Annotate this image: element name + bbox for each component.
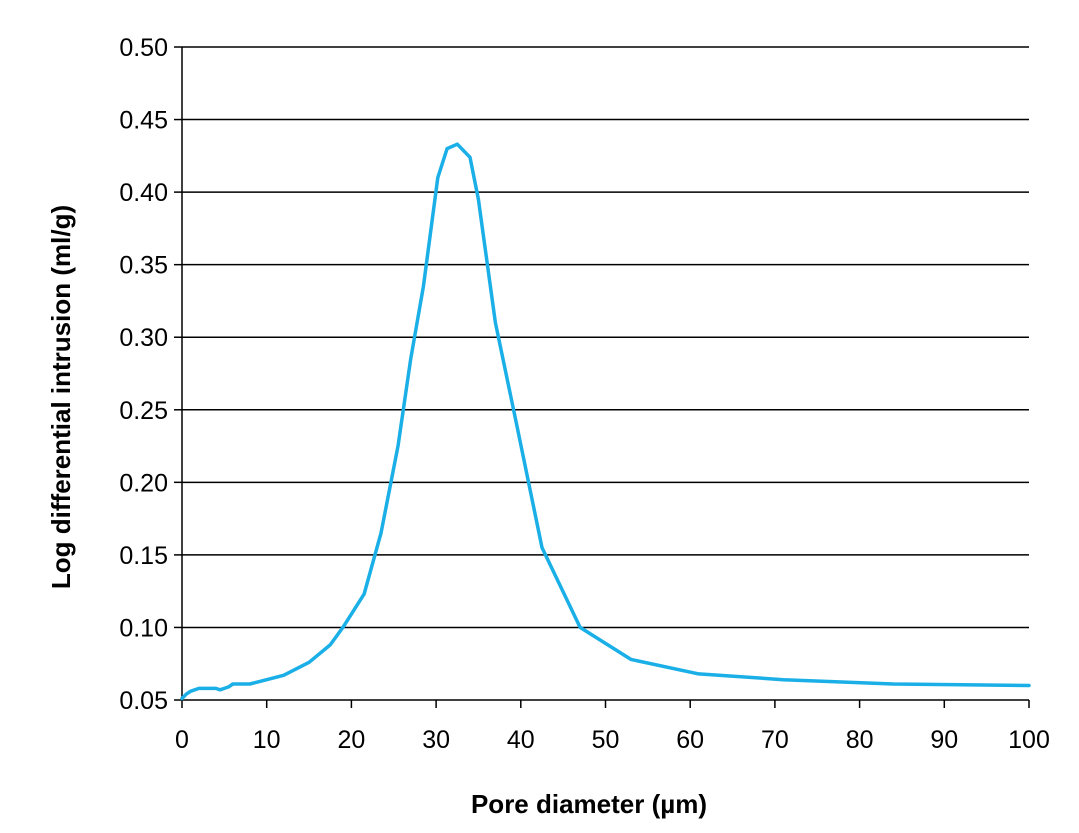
y-axis-ticks: 0.05 0.10 0.15 0.20 0.25 0.30 0.35 0.40 0.45 0.50 xyxy=(119,34,182,715)
y-tick-label: 0.45 xyxy=(119,107,168,135)
x-tick-label: 0 xyxy=(175,726,189,754)
x-tick-label: 60 xyxy=(676,726,704,754)
grid-lines xyxy=(182,46,1029,629)
x-tick-label: 90 xyxy=(930,726,958,754)
x-tick-label: 10 xyxy=(253,726,281,754)
x-tick-label: 80 xyxy=(846,726,874,754)
y-tick-label: 0.05 xyxy=(119,687,168,715)
x-tick-label: 100 xyxy=(1008,726,1050,754)
y-tick-label: 0.35 xyxy=(119,252,168,280)
y-tick-label: 0.10 xyxy=(119,614,168,642)
y-tick-label: 0.30 xyxy=(119,324,168,352)
x-tick-label: 40 xyxy=(507,726,535,754)
x-tick-label: 70 xyxy=(761,726,789,754)
series-line xyxy=(180,142,1031,701)
x-tick-label: 30 xyxy=(422,726,450,754)
x-tick-label: 50 xyxy=(592,726,620,754)
y-tick-label: 0.25 xyxy=(119,397,168,425)
axes xyxy=(181,47,1029,701)
y-tick-label: 0.20 xyxy=(119,469,168,497)
y-tick-label: 0.50 xyxy=(119,34,168,62)
y-axis-title: Log differential intrusion (ml/g) xyxy=(46,205,76,589)
x-tick-label: 20 xyxy=(337,726,365,754)
y-tick-label: 0.40 xyxy=(119,179,168,207)
x-axis-title: Pore diameter (µm) xyxy=(471,789,707,819)
x-axis-ticks: 0 10 20 30 40 50 60 70 80 90 100 xyxy=(175,700,1050,754)
y-tick-label: 0.15 xyxy=(119,542,168,570)
series-group xyxy=(180,142,1031,701)
